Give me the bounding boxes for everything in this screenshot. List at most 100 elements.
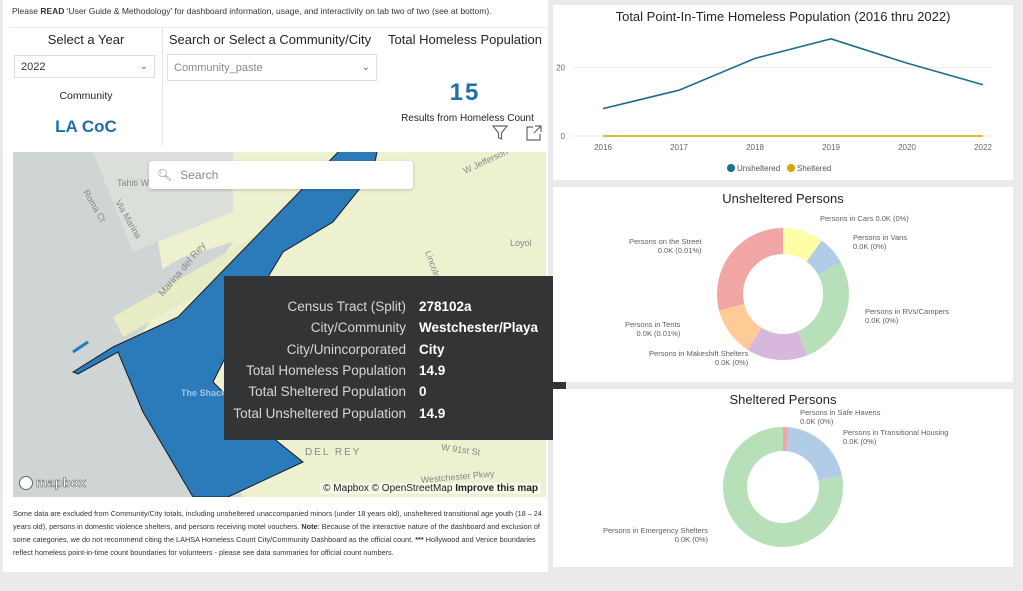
tooltip-value: 14.9 bbox=[419, 405, 446, 421]
data-label-name: Persons on the Street bbox=[629, 237, 702, 246]
total-card-caption: Results from Homeless Count bbox=[401, 113, 534, 124]
legend-label[interactable]: Unsheltered bbox=[737, 164, 780, 173]
total-card-title: Total Homeless Population bbox=[388, 32, 542, 47]
data-label-name: Persons in Safe Havens bbox=[800, 408, 881, 417]
tooltip-key: Census Tract (Split) bbox=[287, 299, 406, 315]
community-card-label: Community bbox=[59, 90, 113, 102]
attribution-text[interactable]: © Mapbox © OpenStreetMap bbox=[323, 483, 453, 494]
data-label-name: Persons in Tents bbox=[625, 320, 681, 329]
map-label: Loyol bbox=[510, 238, 532, 248]
filter-icon[interactable] bbox=[491, 124, 509, 147]
data-label: Persons on the Street 0.0K (0.01%) bbox=[629, 237, 702, 255]
tooltip-key: Total Homeless Population bbox=[246, 363, 406, 379]
footnote-stars: *** bbox=[415, 535, 424, 544]
donut-slice[interactable] bbox=[797, 262, 849, 356]
data-label-value: 0.0K (0%) bbox=[865, 315, 899, 325]
x-tick-label: 2017 bbox=[670, 143, 688, 152]
map-search-placeholder: Search bbox=[180, 168, 219, 182]
donut-slice[interactable] bbox=[786, 427, 842, 481]
search-icon: 🔍︎ bbox=[157, 168, 173, 182]
improve-map-link[interactable]: Improve this map bbox=[455, 483, 538, 494]
donut-slice[interactable] bbox=[723, 427, 843, 547]
data-label: Persons in Safe Havens 0.0K (0%) bbox=[800, 408, 881, 426]
y-tick-label: 20 bbox=[556, 64, 565, 73]
data-label-name: Persons in Transitional Housing bbox=[843, 428, 949, 437]
map-label: DEL REY bbox=[305, 447, 361, 458]
x-tick-label: 2019 bbox=[822, 143, 840, 152]
slicer-area: Select a Year 2022 ⌄ Community LA CoC Sea… bbox=[10, 27, 548, 147]
unsheltered-chart-title: Unsheltered Persons bbox=[722, 191, 844, 206]
tooltip-value: 0 bbox=[419, 384, 427, 400]
x-tick-label: 2016 bbox=[594, 143, 612, 152]
donut-slice[interactable] bbox=[783, 228, 822, 262]
donut-slice[interactable] bbox=[717, 228, 783, 311]
x-tick-label: 2022 bbox=[974, 143, 992, 152]
footnote: Some data are excluded from Community/Ci… bbox=[13, 507, 543, 559]
data-label-value: 0.0K (0%) bbox=[853, 241, 887, 251]
tooltip-value: 14.9 bbox=[419, 363, 446, 379]
data-label-name: Persons in Cars bbox=[820, 214, 874, 223]
tooltip-row: Total Unsheltered Population 14.9 bbox=[224, 402, 566, 423]
year-slicer-title: Select a Year bbox=[47, 32, 125, 47]
data-label: Persons in Cars 0.0K (0%) bbox=[820, 214, 909, 224]
data-label-value: 0.0K (0%) bbox=[714, 357, 749, 367]
tooltip-key: City/Community bbox=[310, 320, 406, 336]
map-label: W 91st St bbox=[441, 442, 482, 457]
sheltered-chart-panel: Sheltered Persons Persons in Safe Havens… bbox=[553, 389, 1013, 567]
data-label-value: 0.0K (0%) bbox=[674, 534, 709, 544]
y-tick-label: 0 bbox=[561, 132, 566, 141]
data-label-value: 0.0K (0%) bbox=[843, 436, 877, 446]
map-label: The Shack bbox=[181, 388, 227, 398]
tooltip-row: Total Sheltered Population 0 bbox=[224, 381, 566, 402]
map-tooltip: Census Tract (Split) 278102a City/Communit… bbox=[224, 276, 566, 440]
data-label-name: Persons in Emergency Shelters bbox=[603, 526, 709, 535]
footnote-text: Some data are excluded from Community/Ci… bbox=[13, 509, 542, 531]
year-dropdown-value: 2022 bbox=[21, 60, 46, 73]
tooltip-row: City/Community Westchester/Playa bbox=[224, 317, 566, 338]
chevron-down-icon: ⌄ bbox=[139, 61, 148, 72]
year-dropdown[interactable]: 2022 ⌄ bbox=[14, 55, 155, 78]
user-guide-notice: Please READ 'User Guide & Methodology' f… bbox=[12, 6, 492, 16]
focus-mode-icon[interactable] bbox=[525, 124, 543, 147]
map-label: Lincoln bbox=[423, 249, 442, 279]
legend-marker bbox=[787, 164, 795, 172]
line-chart-panel: Total Point-In-Time Homeless Population … bbox=[553, 5, 1013, 180]
data-label: Persons in Vans 0.0K (0%) bbox=[853, 233, 907, 251]
tooltip-row: Census Tract (Split) 278102a bbox=[224, 296, 566, 317]
sheltered-chart-title: Sheltered Persons bbox=[729, 392, 837, 407]
donut-slice[interactable] bbox=[747, 327, 808, 360]
data-label-value: 0.0K (0%) bbox=[875, 214, 909, 223]
data-label: Persons in Transitional Housing 0.0K (0%) bbox=[843, 428, 949, 446]
donut-slice[interactable] bbox=[806, 240, 841, 275]
series-line-unsheltered[interactable] bbox=[602, 38, 984, 110]
notice-text-rest: 'User Guide & Methodology' for dashboard… bbox=[64, 6, 492, 16]
footnote-text: : Because of the interactive nature of t… bbox=[13, 522, 540, 544]
map-label: Tahiti Way bbox=[117, 178, 159, 188]
notice-bold: READ bbox=[40, 6, 65, 16]
map-attribution: © Mapbox © OpenStreetMap Improve this ma… bbox=[320, 483, 541, 494]
legend-label[interactable]: Sheltered bbox=[797, 164, 831, 173]
divider bbox=[162, 28, 163, 146]
donut-slice[interactable] bbox=[783, 427, 789, 452]
community-dropdown-placeholder: Community_paste bbox=[174, 61, 263, 74]
map-label: W Jefferson bbox=[462, 152, 510, 176]
map-search-input[interactable]: 🔍︎ Search bbox=[149, 161, 413, 189]
x-tick-label: 2020 bbox=[898, 143, 916, 152]
legend-marker bbox=[727, 164, 735, 172]
mapbox-logo[interactable]: mapbox bbox=[19, 475, 86, 490]
chevron-down-icon: ⌄ bbox=[361, 62, 370, 73]
footnote-note-label: Note bbox=[301, 522, 318, 531]
tooltip-value: Westchester/Playa bbox=[419, 320, 539, 336]
donut-slice[interactable] bbox=[719, 303, 762, 350]
data-label-value: 0.0K (0.01%) bbox=[657, 245, 702, 255]
footnote-text: Hollywood and Venice boundaries reflect … bbox=[13, 535, 536, 557]
tooltip-key: City/Unincorporated bbox=[286, 341, 406, 357]
data-label-name: Persons in RVs/Campers bbox=[865, 307, 950, 316]
line-chart: 0 20 2016 2017 2018 2019 2020 2022 Unsheltered Sh… bbox=[556, 38, 993, 173]
data-label-name: Persons in Makeshift Shelters bbox=[649, 349, 749, 358]
community-slicer-title: Search or Select a Community/City bbox=[168, 32, 372, 47]
community-card-value: LA CoC bbox=[55, 117, 117, 136]
tooltip-value: 278102a bbox=[419, 299, 472, 315]
community-dropdown[interactable]: Community_paste ⌄ bbox=[167, 54, 377, 81]
data-label: Persons in RVs/Campers 0.0K (0%) bbox=[865, 307, 950, 325]
